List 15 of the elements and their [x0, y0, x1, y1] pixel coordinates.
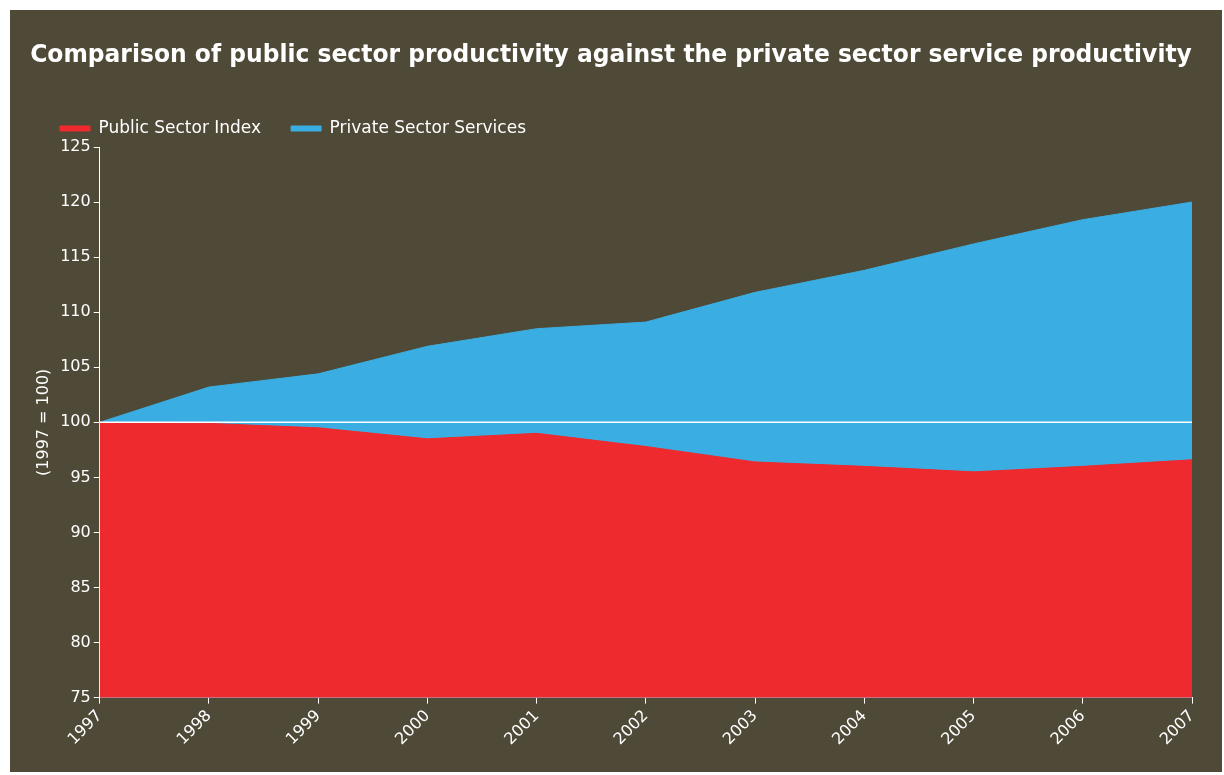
y-tick-label: 120 — [60, 191, 91, 211]
y-tick-label: 110 — [60, 301, 91, 321]
y-tick-label: 100 — [60, 411, 91, 431]
y-tick-label: 90 — [70, 521, 91, 541]
y-tick-label: 115 — [60, 246, 91, 266]
y-tick-label: 85 — [70, 576, 91, 596]
chart-title: Comparison of public sector productivity against the private sector service productivity — [30, 38, 1193, 68]
legend-label: Public Sector Index — [98, 116, 262, 137]
y-tick-label: 75 — [70, 686, 91, 706]
y-tick-label: 95 — [70, 466, 91, 486]
y-tick-label: 125 — [60, 136, 91, 156]
y-axis-title: (1997 = 100) — [32, 368, 52, 476]
y-tick-label: 80 — [70, 631, 91, 651]
y-tick-label: 105 — [60, 356, 91, 376]
legend-label: Private Sector Services — [329, 116, 527, 137]
